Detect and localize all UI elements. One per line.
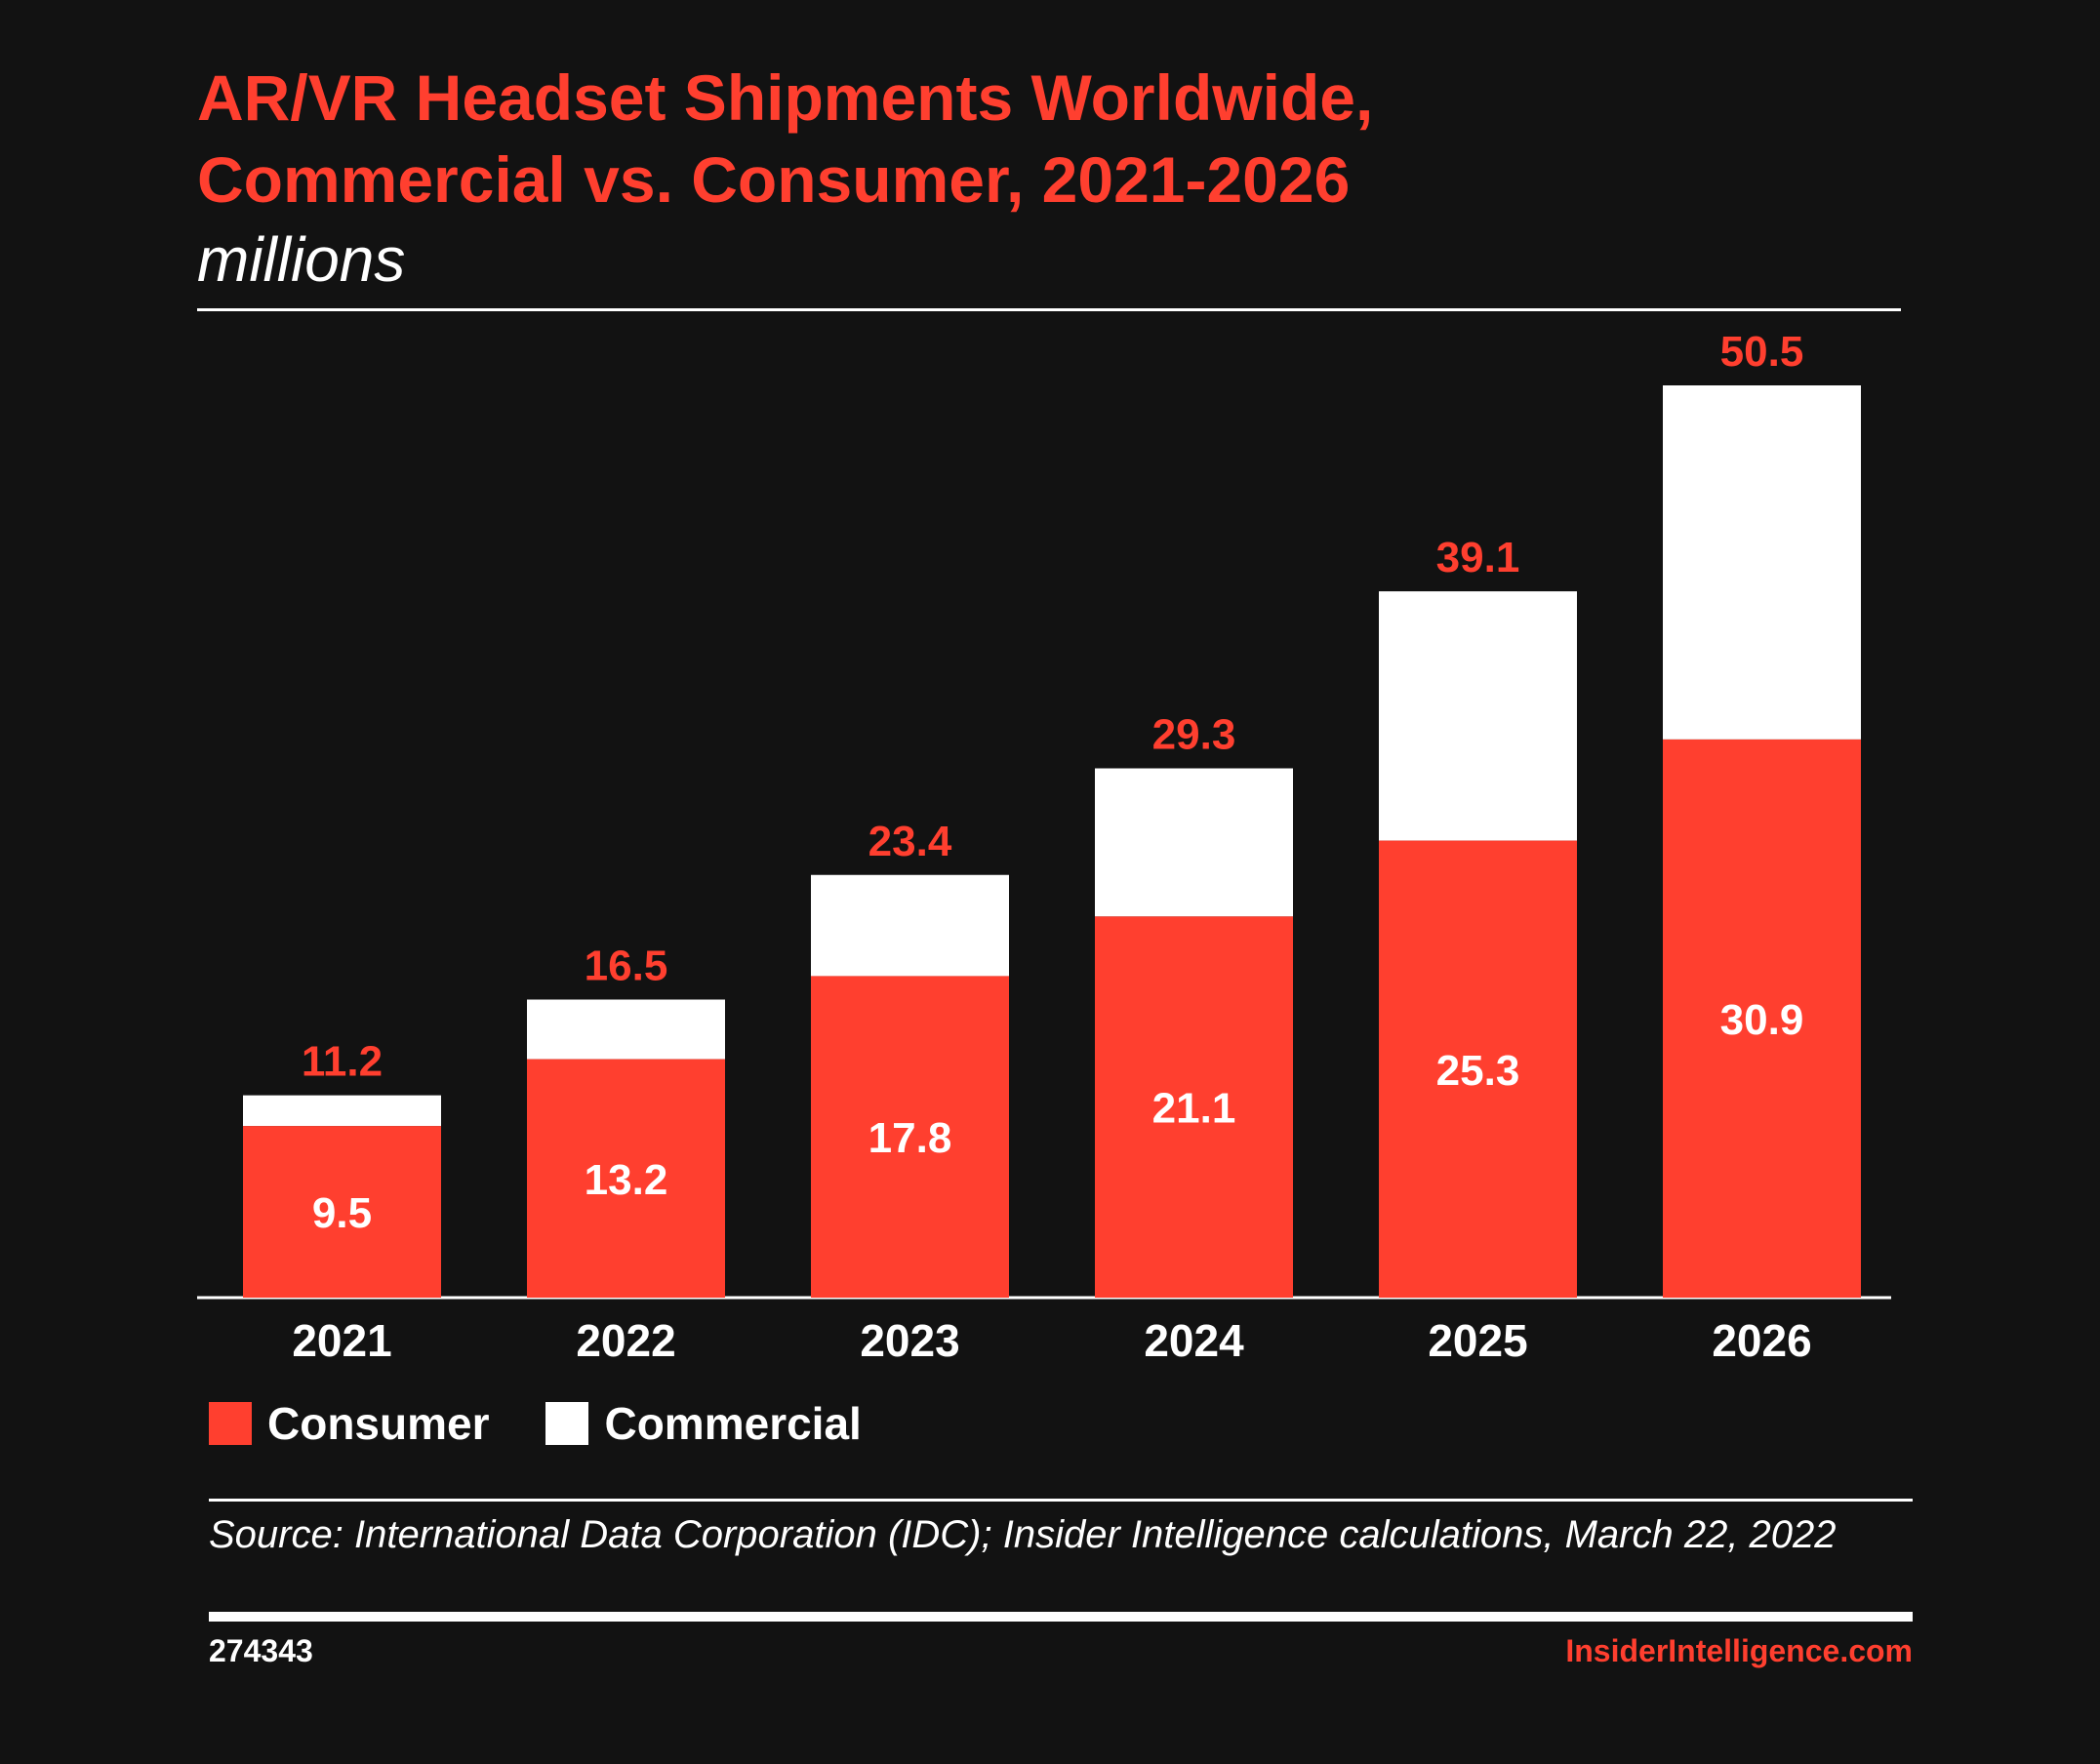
source-divider (209, 1499, 1913, 1502)
bar-consumer-2023 (811, 976, 1009, 1298)
stacked-bar-chart: 9.5 11.2 2021 13.2 16.5 2022 17.8 23.4 2023 21.1 2… (197, 328, 1891, 1366)
x-tick-label-2023: 2023 (860, 1315, 959, 1366)
chart-title: AR/VR Headset Shipments Worldwide, Comme… (197, 57, 1905, 220)
legend-label-commercial: Commercial (604, 1398, 862, 1449)
top-divider (197, 308, 1901, 311)
legend-swatch-consumer (209, 1402, 252, 1445)
bar-commercial-2023 (811, 874, 1009, 977)
legend-item-commercial: Commercial (545, 1397, 862, 1450)
data-label-total-2024: 29.3 (1152, 711, 1236, 759)
legend-swatch-commercial (545, 1402, 589, 1445)
bar-consumer-2025 (1379, 840, 1577, 1298)
source-note: Source: International Data Corporation (… (209, 1513, 1837, 1556)
x-tick-label-2024: 2024 (1144, 1315, 1244, 1366)
chart-title-line-2: Commercial vs. Consumer, 2021-2026 (197, 143, 1351, 216)
data-label-total-2025: 39.1 (1436, 534, 1520, 581)
data-label-consumer-2024: 21.1 (1152, 1085, 1236, 1133)
chart-subtitle: millions (197, 224, 406, 295)
bar-consumer-2024 (1095, 916, 1293, 1298)
x-tick-label-2021: 2021 (292, 1315, 391, 1366)
legend: Consumer Commercial (209, 1397, 918, 1450)
data-label-consumer-2023: 17.8 (868, 1114, 952, 1162)
bar-consumer-2022 (527, 1059, 725, 1298)
legend-label-consumer: Consumer (267, 1398, 490, 1449)
x-tick-label-2025: 2025 (1428, 1315, 1527, 1366)
data-label-total-2023: 23.4 (868, 818, 952, 865)
chart-id: 274343 (209, 1633, 313, 1668)
bar-commercial-2021 (243, 1095, 441, 1127)
legend-item-consumer: Consumer (209, 1397, 489, 1450)
brand-link[interactable]: InsiderIntelligence.com (1565, 1633, 1913, 1668)
x-tick-label-2026: 2026 (1712, 1315, 1811, 1366)
data-label-consumer-2021: 9.5 (312, 1189, 372, 1237)
data-label-total-2026: 50.5 (1720, 328, 1804, 376)
bar-consumer-2021 (243, 1126, 441, 1298)
bar-commercial-2026 (1663, 385, 1861, 740)
footer-divider (209, 1612, 1913, 1622)
data-label-consumer-2022: 13.2 (585, 1156, 668, 1204)
chart-title-line-1: AR/VR Headset Shipments Worldwide, (197, 61, 1374, 134)
bar-commercial-2022 (527, 999, 725, 1060)
bar-group: 9.5 11.2 2021 13.2 16.5 2022 17.8 23.4 2023 21.1 2… (243, 328, 1861, 1366)
bar-commercial-2024 (1095, 768, 1293, 917)
data-label-consumer-2026: 30.9 (1720, 996, 1804, 1044)
data-label-total-2021: 11.2 (302, 1038, 383, 1086)
bar-commercial-2025 (1379, 591, 1577, 841)
x-tick-label-2022: 2022 (576, 1315, 675, 1366)
data-label-consumer-2025: 25.3 (1436, 1047, 1520, 1095)
bar-consumer-2026 (1663, 739, 1861, 1298)
data-label-total-2022: 16.5 (585, 942, 668, 990)
